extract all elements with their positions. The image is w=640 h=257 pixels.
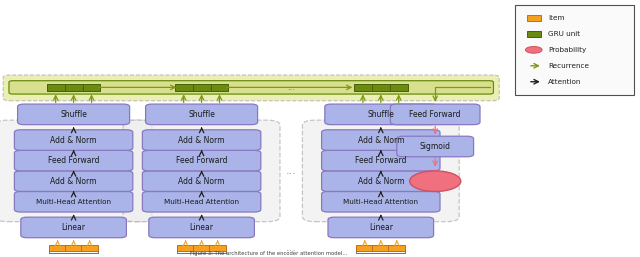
- Text: ..: ..: [209, 85, 212, 90]
- FancyBboxPatch shape: [527, 31, 541, 37]
- Text: Feed Forward: Feed Forward: [48, 156, 99, 165]
- Text: ...: ...: [287, 83, 295, 92]
- Text: Feed Forward: Feed Forward: [355, 156, 406, 165]
- FancyBboxPatch shape: [175, 84, 193, 91]
- Text: Shuffle: Shuffle: [60, 110, 87, 119]
- FancyBboxPatch shape: [302, 120, 459, 222]
- FancyBboxPatch shape: [9, 81, 493, 94]
- Text: Multi-Head Attention: Multi-Head Attention: [343, 199, 419, 205]
- Text: Figure 3: The architecture of the encoder attention model...: Figure 3: The architecture of the encode…: [190, 251, 348, 256]
- FancyBboxPatch shape: [321, 191, 440, 212]
- FancyBboxPatch shape: [354, 84, 372, 91]
- Text: ..: ..: [388, 85, 392, 90]
- Text: Multi-Head Attention: Multi-Head Attention: [36, 199, 111, 205]
- Text: Recurrence: Recurrence: [548, 63, 589, 69]
- FancyBboxPatch shape: [321, 171, 440, 191]
- FancyBboxPatch shape: [142, 150, 261, 171]
- Text: Linear: Linear: [61, 223, 86, 232]
- FancyBboxPatch shape: [65, 245, 82, 251]
- FancyBboxPatch shape: [18, 104, 129, 125]
- FancyBboxPatch shape: [81, 245, 98, 251]
- FancyBboxPatch shape: [14, 171, 133, 191]
- FancyBboxPatch shape: [193, 245, 210, 251]
- FancyBboxPatch shape: [390, 104, 480, 125]
- FancyBboxPatch shape: [146, 104, 257, 125]
- FancyBboxPatch shape: [390, 84, 408, 91]
- FancyBboxPatch shape: [209, 245, 226, 251]
- Text: Add & Norm: Add & Norm: [179, 135, 225, 145]
- Circle shape: [525, 47, 542, 53]
- FancyBboxPatch shape: [372, 84, 390, 91]
- FancyBboxPatch shape: [148, 217, 254, 238]
- FancyBboxPatch shape: [142, 130, 261, 150]
- FancyBboxPatch shape: [20, 217, 127, 238]
- FancyBboxPatch shape: [83, 84, 100, 91]
- FancyBboxPatch shape: [14, 150, 133, 171]
- Text: ..: ..: [81, 85, 84, 90]
- FancyBboxPatch shape: [142, 171, 261, 191]
- FancyBboxPatch shape: [356, 245, 373, 251]
- Text: Add & Norm: Add & Norm: [179, 177, 225, 186]
- FancyBboxPatch shape: [328, 217, 434, 238]
- Text: GRU unit: GRU unit: [548, 31, 580, 37]
- FancyBboxPatch shape: [321, 150, 440, 171]
- Text: Add & Norm: Add & Norm: [358, 135, 404, 145]
- FancyBboxPatch shape: [193, 84, 211, 91]
- Text: Item: Item: [548, 15, 564, 21]
- FancyBboxPatch shape: [211, 84, 228, 91]
- FancyBboxPatch shape: [321, 130, 440, 150]
- Text: Sigmoid: Sigmoid: [420, 142, 451, 151]
- Text: Shuffle: Shuffle: [367, 110, 394, 119]
- Text: Shuffle: Shuffle: [188, 110, 215, 119]
- FancyBboxPatch shape: [14, 191, 133, 212]
- Text: Add & Norm: Add & Norm: [358, 177, 404, 186]
- Text: Attention: Attention: [548, 79, 581, 85]
- FancyBboxPatch shape: [14, 130, 133, 150]
- FancyBboxPatch shape: [142, 191, 261, 212]
- Text: Probability: Probability: [548, 47, 586, 53]
- Text: Add & Norm: Add & Norm: [51, 135, 97, 145]
- Text: Add & Norm: Add & Norm: [51, 177, 97, 186]
- FancyBboxPatch shape: [123, 120, 280, 222]
- FancyBboxPatch shape: [47, 84, 65, 91]
- FancyBboxPatch shape: [177, 245, 194, 251]
- Text: Feed Forward: Feed Forward: [410, 110, 461, 119]
- Text: ...: ...: [286, 166, 296, 176]
- FancyBboxPatch shape: [527, 15, 541, 21]
- Text: Multi-Head Attention: Multi-Head Attention: [164, 199, 239, 205]
- FancyBboxPatch shape: [372, 245, 389, 251]
- FancyBboxPatch shape: [515, 5, 634, 95]
- FancyBboxPatch shape: [49, 245, 66, 251]
- FancyBboxPatch shape: [65, 84, 83, 91]
- FancyBboxPatch shape: [397, 136, 474, 157]
- FancyBboxPatch shape: [3, 75, 499, 101]
- Circle shape: [410, 171, 461, 191]
- FancyBboxPatch shape: [324, 104, 436, 125]
- Text: Linear: Linear: [369, 223, 393, 232]
- Text: ...: ...: [286, 243, 296, 253]
- Text: Feed Forward: Feed Forward: [176, 156, 227, 165]
- Text: Linear: Linear: [189, 223, 214, 232]
- FancyBboxPatch shape: [0, 120, 152, 222]
- FancyBboxPatch shape: [388, 245, 405, 251]
